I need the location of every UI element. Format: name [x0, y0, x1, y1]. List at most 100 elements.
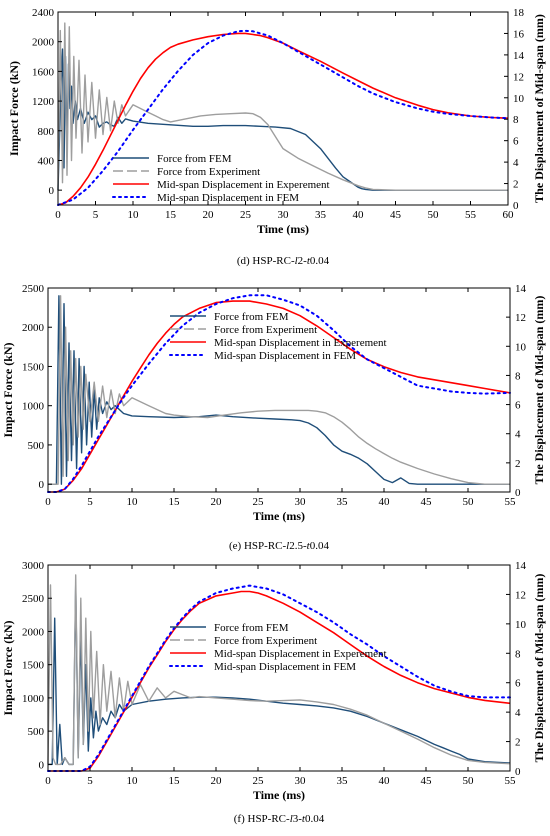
y-left-tick-label: 2400 — [32, 7, 55, 19]
x-tick-label: 0 — [55, 209, 61, 221]
y-right-tick-label: 10 — [515, 619, 527, 631]
plot-frame — [57, 11, 509, 206]
figure-caption: (e) HSP-RC-l2.5-t0.04 — [229, 540, 329, 552]
y-left-tick-label: 500 — [28, 440, 45, 452]
x-tick-label: 50 — [463, 496, 475, 508]
y-right-tick-label: 2 — [515, 737, 521, 749]
y-left-tick-label: 0 — [39, 479, 45, 491]
x-tick-label: 15 — [169, 775, 181, 787]
y-left-tick-label: 2000 — [22, 626, 45, 638]
caption-part: 0.04 — [310, 540, 330, 552]
y-left-tick-label: 2500 — [22, 283, 45, 295]
x-tick-label: 30 — [295, 775, 307, 787]
legend-label-3: Mid-span Displacement in FEM — [157, 192, 299, 204]
series-line-1 — [57, 22, 508, 191]
figure-caption: (f) HSP-RC-l3-t0.04 — [234, 813, 325, 825]
legend-label-0: Force from FEM — [214, 311, 289, 323]
y-left-tick-label: 2000 — [22, 322, 45, 334]
x-tick-label: 45 — [421, 775, 433, 787]
legend-label-2: Mid-span Displacement in Experement — [214, 648, 387, 660]
legend-label-0: Force from FEM — [214, 622, 289, 634]
caption-part: 2.5- — [289, 540, 307, 552]
y-right-tick-label: 8 — [515, 648, 521, 660]
x-tick-label: 60 — [503, 209, 515, 221]
x-tick-label: 0 — [45, 775, 51, 787]
series-line-3 — [47, 294, 511, 493]
y-right-axis-title: The Displacement of Mid-span (mm) — [532, 574, 546, 763]
legend-label-1: Force from Experiment — [214, 635, 317, 647]
series-line-0 — [57, 48, 508, 191]
y-left-axis-title: Impact Force (kN) — [7, 61, 21, 156]
x-tick-label: 30 — [295, 496, 307, 508]
y-right-tick-label: 0 — [513, 200, 519, 212]
y-left-tick-label: 1200 — [32, 96, 55, 108]
figure-caption: (d) HSP-RC-l2-t0.04 — [237, 255, 330, 267]
caption-part: t — [307, 540, 311, 552]
series-line-2 — [48, 590, 511, 772]
series-line-1 — [47, 574, 511, 766]
x-tick-label: 5 — [87, 496, 93, 508]
y-right-tick-label: 4 — [515, 707, 521, 719]
legend-label-1: Force from Experiment — [214, 324, 317, 336]
y-right-tick-label: 6 — [515, 678, 521, 690]
x-tick-label: 25 — [253, 775, 265, 787]
series-line-3 — [47, 584, 511, 772]
y-left-axis-title: Impact Force (kN) — [1, 342, 15, 437]
series-line-1 — [48, 295, 510, 485]
y-left-tick-label: 0 — [49, 185, 55, 197]
legend-label-3: Mid-span Displacement in FEM — [214, 661, 356, 673]
x-tick-label: 20 — [211, 775, 223, 787]
plot-frame — [47, 564, 511, 772]
y-right-tick-label: 16 — [513, 28, 525, 40]
caption-part: HSP-RC- — [248, 813, 291, 825]
x-tick-label: 15 — [165, 209, 177, 221]
series-line-2 — [57, 32, 509, 206]
x-axis-title: Time (ms) — [253, 509, 305, 523]
y-right-tick-label: 6 — [513, 136, 519, 148]
x-tick-label: 40 — [379, 775, 391, 787]
y-left-tick-label: 800 — [38, 126, 55, 138]
caption-part: l — [295, 255, 298, 267]
caption-part: HSP-RC- — [244, 540, 287, 552]
y-right-tick-label: 4 — [515, 429, 521, 441]
caption-tag: (e) — [229, 540, 242, 552]
x-tick-label: 45 — [390, 209, 402, 221]
x-tick-label: 25 — [240, 209, 252, 221]
y-left-axis-title: Impact Force (kN) — [1, 620, 15, 715]
x-tick-label: 55 — [505, 496, 517, 508]
y-right-axis-title: The Displacement of Mid-span (mm) — [532, 14, 546, 203]
legend-label-0: Force from FEM — [157, 153, 232, 165]
y-right-tick-label: 8 — [515, 370, 521, 382]
caption-tag: (d) — [237, 255, 250, 267]
series-line-2 — [48, 300, 511, 493]
x-tick-label: 10 — [127, 775, 139, 787]
y-right-axis-title: The Displacement of Mid-span (mm) — [532, 296, 546, 485]
y-left-tick-label: 1000 — [22, 401, 45, 413]
x-tick-label: 5 — [93, 209, 99, 221]
legend-label-1: Force from Experiment — [157, 166, 260, 178]
x-tick-label: 0 — [45, 496, 51, 508]
y-left-tick-label: 1500 — [22, 660, 45, 672]
x-tick-label: 5 — [87, 775, 93, 787]
x-tick-label: 20 — [203, 209, 215, 221]
y-right-tick-label: 14 — [515, 560, 527, 572]
caption-part: t — [307, 255, 311, 267]
y-right-tick-label: 12 — [515, 589, 526, 601]
x-tick-label: 50 — [463, 775, 475, 787]
y-right-tick-label: 12 — [513, 71, 524, 83]
caption-part: t — [302, 813, 306, 825]
series-line-3 — [57, 29, 509, 206]
caption-part: 0.04 — [305, 813, 325, 825]
x-tick-label: 35 — [337, 775, 349, 787]
x-tick-label: 30 — [278, 209, 290, 221]
y-right-tick-label: 2 — [513, 179, 519, 191]
y-left-tick-label: 2500 — [22, 593, 45, 605]
caption-part: l — [286, 540, 289, 552]
y-left-tick-label: 3000 — [22, 560, 45, 572]
y-left-tick-label: 500 — [28, 726, 45, 738]
x-tick-label: 35 — [337, 496, 349, 508]
y-right-tick-label: 14 — [513, 50, 525, 62]
x-tick-label: 25 — [253, 496, 265, 508]
y-right-tick-label: 10 — [515, 341, 527, 353]
